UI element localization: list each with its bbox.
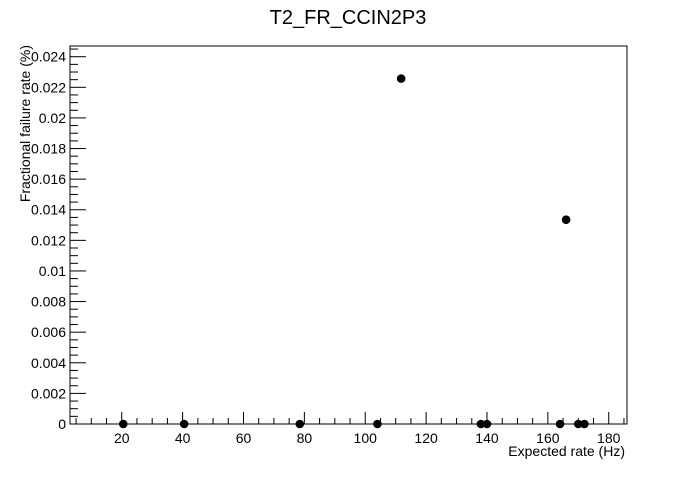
- data-point: [482, 419, 492, 429]
- x-tick-label: 180: [597, 430, 621, 446]
- y-tick-label: 0.022: [31, 79, 66, 95]
- x-tick-label: 20: [114, 430, 130, 446]
- data-point: [179, 419, 189, 429]
- data-point: [476, 419, 486, 429]
- data-points: [118, 74, 589, 429]
- y-tick-label: 0.014: [31, 202, 66, 218]
- chart-title: T2_FR_CCIN2P3: [270, 7, 427, 29]
- data-point: [561, 215, 571, 224]
- data-point: [574, 419, 583, 429]
- y-tick-label: 0.018: [31, 141, 66, 157]
- y-tick-label: 0.006: [31, 324, 66, 340]
- x-tick-label: 160: [536, 430, 560, 446]
- x-tick-label: 80: [297, 430, 313, 446]
- y-tick-label: 0.024: [31, 49, 66, 65]
- y-tick-label: 0.016: [31, 171, 66, 187]
- x-tick-label: 120: [414, 430, 438, 446]
- x-axis-ticks: [75, 412, 625, 424]
- plot-frame: [69, 45, 628, 425]
- y-tick-label: 0.004: [31, 355, 66, 371]
- y-tick-label: 0: [58, 416, 66, 432]
- x-tick-label: 100: [354, 430, 378, 446]
- data-point: [295, 419, 305, 429]
- data-point: [118, 419, 128, 429]
- y-tick-label: 0.008: [31, 294, 66, 310]
- data-point: [580, 419, 589, 429]
- data-point: [396, 74, 406, 83]
- y-axis-title: Fractional failure rate (%): [17, 45, 33, 202]
- x-tick-label: 60: [236, 430, 252, 446]
- y-tick-label: 0.01: [39, 263, 66, 279]
- y-tick-label: 0.02: [39, 110, 66, 126]
- x-tick-label: 40: [175, 430, 191, 446]
- x-axis-title: Expected rate (Hz): [508, 443, 625, 459]
- x-tick-label: 140: [475, 430, 499, 446]
- y-tick-label: 0.002: [31, 385, 66, 401]
- y-tick-label: 0.012: [31, 232, 66, 248]
- x-axis-tick-labels: 20 40 60 80 100 120 140 160 180: [114, 430, 621, 446]
- data-point: [555, 419, 565, 429]
- data-point: [373, 419, 382, 429]
- y-axis-ticks: [70, 48, 86, 425]
- y-axis-tick-labels: 0 0.002 0.004 0.006 0.008 0.01 0.012 0.014 0.016…: [31, 49, 66, 432]
